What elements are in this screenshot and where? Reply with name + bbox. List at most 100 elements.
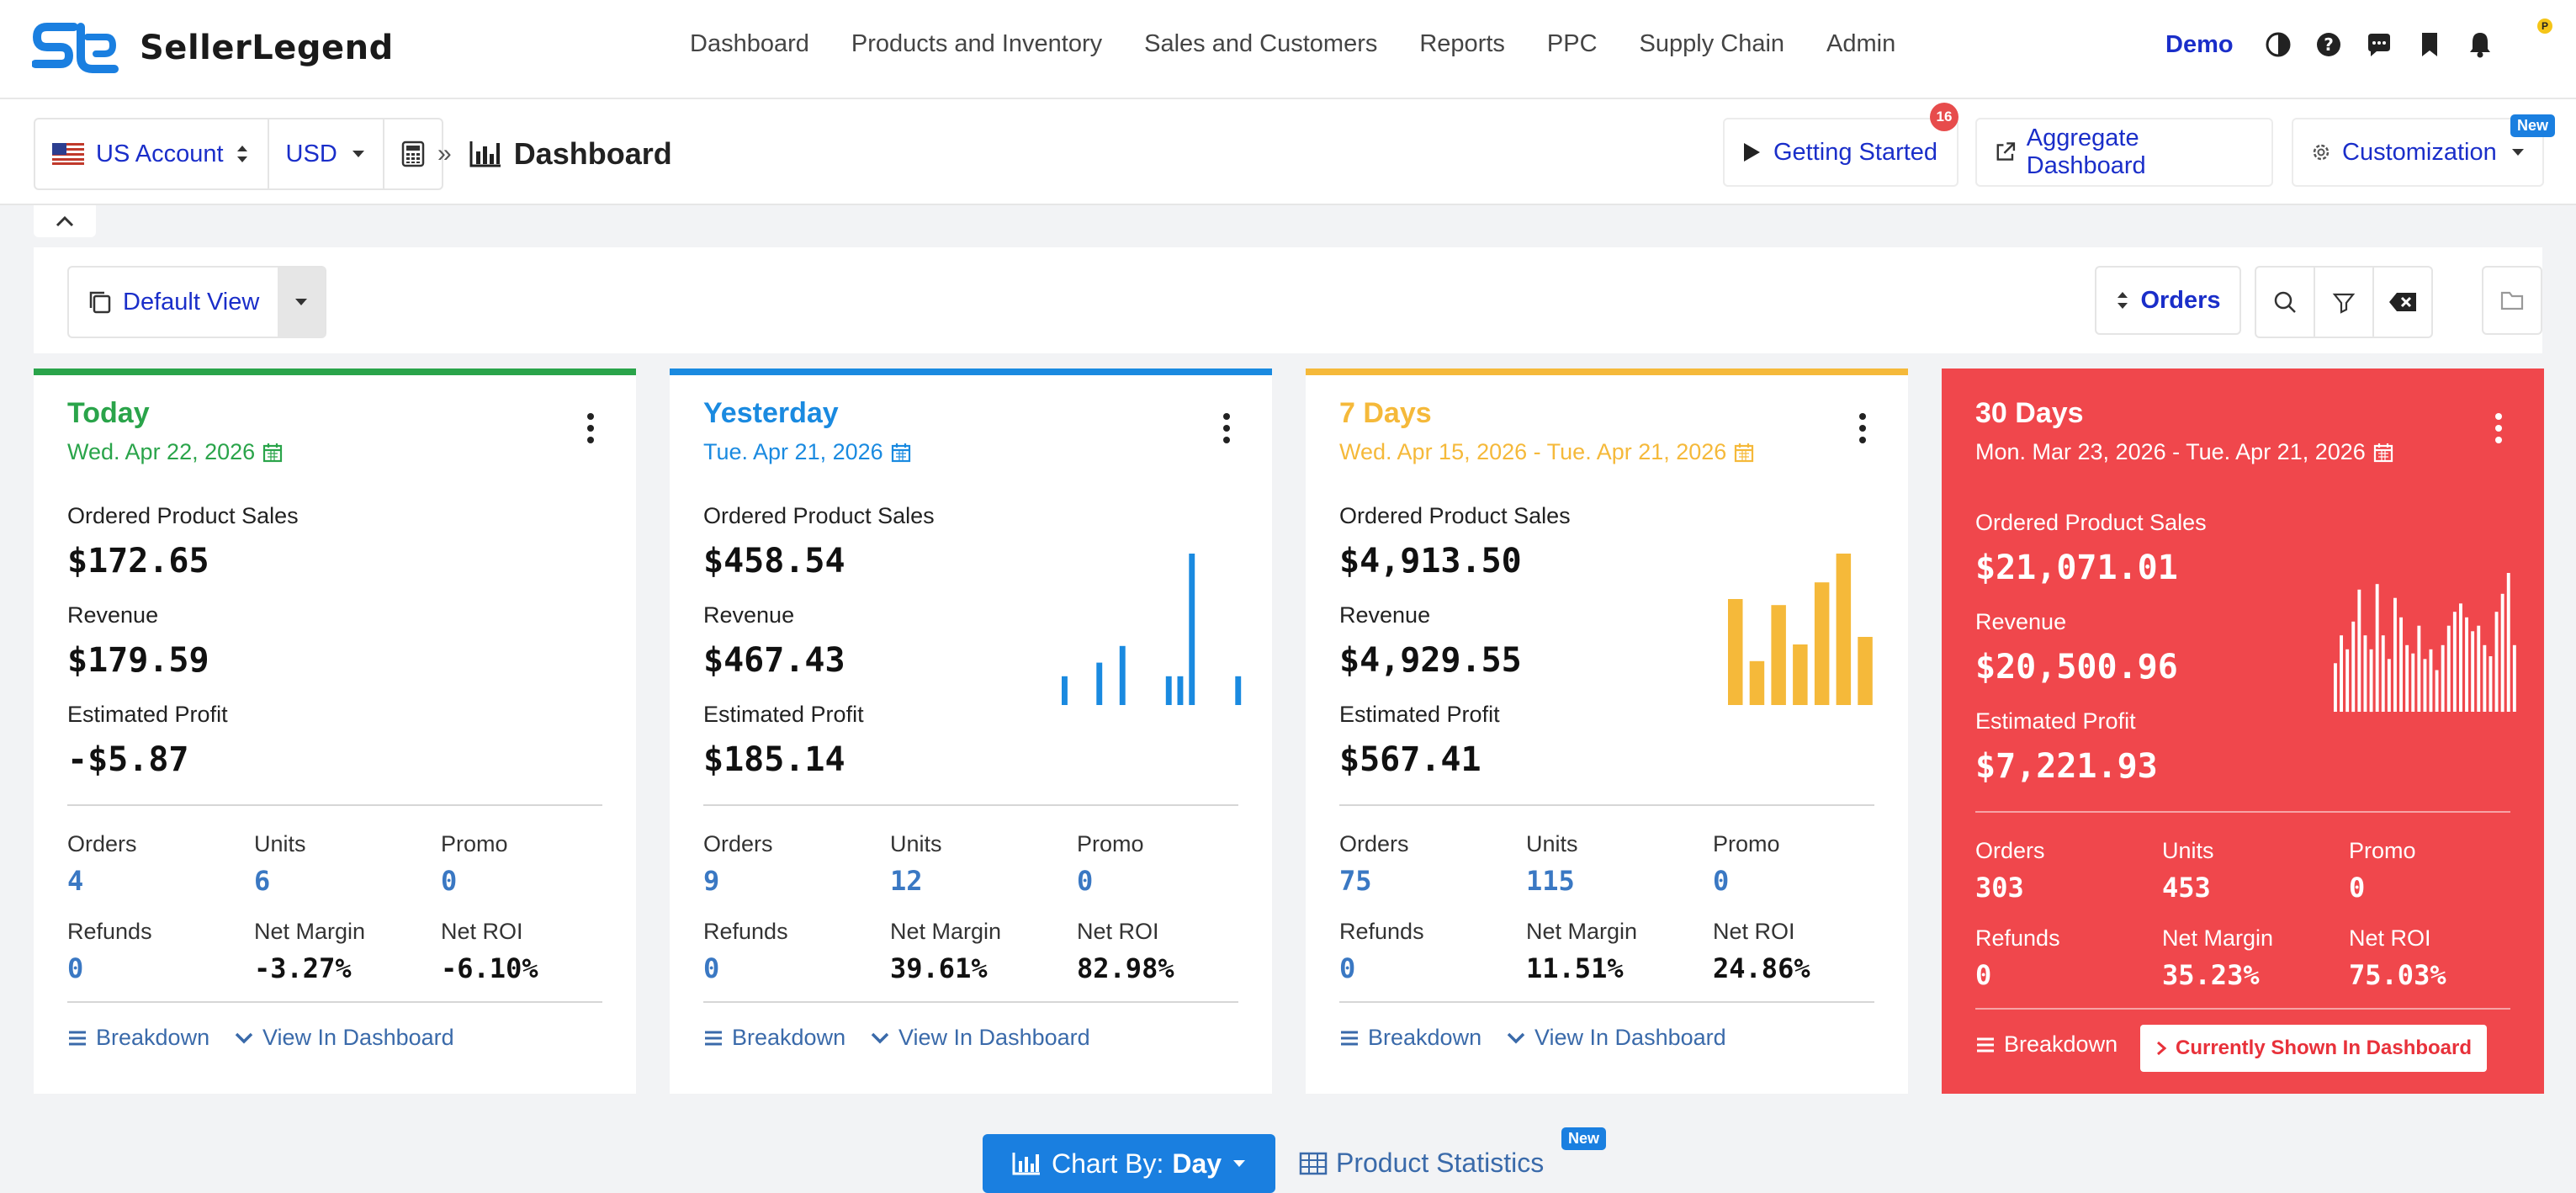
- kebab-menu-icon[interactable]: [1222, 412, 1232, 444]
- view-in-dashboard-link[interactable]: View In Dashboard: [234, 1025, 454, 1051]
- net-roi-stat-value: -6.10%: [441, 952, 538, 984]
- play-icon: [1744, 143, 1760, 162]
- theme-toggle-icon[interactable]: [2264, 30, 2292, 59]
- caret-down-icon: [1233, 1160, 1246, 1167]
- folder-button[interactable]: [2482, 266, 2542, 335]
- orders-label: Orders: [2140, 286, 2221, 314]
- refunds-stat-label: Refunds: [703, 919, 788, 944]
- sellerlegend-logo-icon: [32, 23, 119, 73]
- card-divider: [67, 804, 602, 806]
- breakdown-label: Breakdown: [96, 1025, 210, 1050]
- search-button[interactable]: [2256, 268, 2315, 337]
- view-selector[interactable]: Default View: [67, 266, 327, 338]
- view-in-dashboard-link[interactable]: View In Dashboard: [870, 1025, 1090, 1051]
- caret-down-icon: [352, 151, 364, 157]
- nav-item-reports[interactable]: Reports: [1419, 30, 1505, 57]
- sparkline-bar: [2483, 644, 2487, 712]
- aggregate-dashboard-button[interactable]: Aggregate Dashboard: [1975, 118, 2273, 187]
- refunds-stat-value: 0: [703, 952, 720, 984]
- chat-icon[interactable]: [2365, 30, 2393, 59]
- help-icon[interactable]: ?: [2314, 30, 2343, 59]
- user-menu[interactable]: Demo: [2165, 30, 2234, 58]
- units-stat-value: 115: [1526, 865, 1575, 897]
- kebab-menu-icon[interactable]: [586, 412, 596, 444]
- sparkline-bar: [1858, 637, 1873, 705]
- units-stat-label: Units: [2162, 838, 2214, 863]
- net-margin-stat-value: 39.61%: [890, 952, 988, 984]
- account-select[interactable]: US Account: [35, 119, 269, 188]
- filter-button[interactable]: [2315, 268, 2374, 337]
- card-date-range[interactable]: Mon. Mar 23, 2026 - Tue. Apr 21, 2026: [1975, 439, 2394, 465]
- brand-logo[interactable]: SellerLegend: [32, 20, 394, 76]
- bell-icon[interactable]: [2466, 30, 2494, 59]
- customization-button[interactable]: Customization New: [2292, 114, 2556, 187]
- nav-item-sales-customers[interactable]: Sales and Customers: [1144, 30, 1378, 57]
- chevron-up-icon: [56, 215, 74, 227]
- net-margin-stat-label: Net Margin: [254, 919, 366, 944]
- ordered-sales-label: Ordered Product Sales: [67, 503, 299, 528]
- calculator-button[interactable]: [384, 119, 442, 188]
- net-roi-stat-label: Net ROI: [1713, 919, 1795, 944]
- card-date-range[interactable]: Wed. Apr 15, 2026 - Tue. Apr 21, 2026: [1339, 439, 1755, 465]
- account-selector-group: US Account USD: [34, 118, 443, 190]
- sparkline-bar: [2423, 659, 2427, 712]
- chart-by-button[interactable]: Chart By: Day: [983, 1134, 1275, 1193]
- units-stat-label: Units: [254, 831, 306, 856]
- card-date-range[interactable]: Tue. Apr 21, 2026: [703, 439, 912, 465]
- getting-started-button[interactable]: Getting Started 16: [1723, 103, 1959, 187]
- nav-item-supply-chain[interactable]: Supply Chain: [1639, 30, 1785, 57]
- chevron-down-icon: [235, 1032, 253, 1043]
- clear-filter-button[interactable]: [2374, 268, 2431, 337]
- ordered-sales-value: $4,913.50: [1339, 542, 1522, 581]
- card-divider: [1339, 804, 1874, 806]
- breakdown-link[interactable]: Breakdown: [1339, 1025, 1481, 1051]
- sparkline-bar: [1062, 676, 1068, 705]
- nav-item-dashboard[interactable]: Dashboard: [690, 30, 809, 57]
- summary-card: 7 Days Wed. Apr 15, 2026 - Tue. Apr 21, 2…: [1306, 369, 1908, 1094]
- customization-new-badge: New: [2510, 114, 2556, 137]
- sparkline-bar: [2500, 593, 2504, 713]
- revenue-value: $179.59: [67, 641, 209, 680]
- sparkline-bar: [2435, 670, 2439, 712]
- sparkline-bar: [2506, 573, 2510, 712]
- sparkline-bar: [2494, 612, 2499, 712]
- sort-caret-icon: [236, 146, 247, 162]
- chart-by-label: Chart By:: [1051, 1148, 1164, 1179]
- breakdown-link[interactable]: Breakdown: [1975, 1031, 2118, 1058]
- nav-item-products-inventory[interactable]: Products and Inventory: [851, 30, 1103, 57]
- currently-shown-button[interactable]: Currently Shown In Dashboard: [2140, 1025, 2487, 1072]
- sparkline-bar: [1189, 554, 1195, 705]
- view-in-dashboard-link[interactable]: View In Dashboard: [1506, 1025, 1726, 1051]
- sort-orders-button[interactable]: Orders: [2095, 266, 2241, 335]
- nav-item-ppc[interactable]: PPC: [1546, 30, 1598, 57]
- sparkline-bar: [2441, 644, 2445, 712]
- kebab-menu-icon[interactable]: [2494, 412, 2504, 444]
- orders-stat-label: Orders: [703, 831, 773, 856]
- sparkline-bar: [2405, 644, 2409, 712]
- view-toolbar: Default View Orders: [34, 247, 2542, 353]
- table-icon: [1299, 1152, 1328, 1174]
- net-roi-stat-label: Net ROI: [1077, 919, 1159, 944]
- ordered-sales-value: $172.65: [67, 542, 209, 581]
- sparkline-bar: [2393, 597, 2397, 712]
- currency-select[interactable]: USD: [269, 119, 384, 188]
- promo-stat-label: Promo: [441, 831, 508, 856]
- nav-item-admin[interactable]: Admin: [1826, 30, 1896, 57]
- breakdown-link[interactable]: Breakdown: [67, 1025, 209, 1051]
- page-title: Dashboard: [513, 136, 672, 171]
- bookmark-icon[interactable]: [2415, 30, 2444, 59]
- product-statistics-tab[interactable]: Product Statistics New: [1299, 1127, 1607, 1179]
- kebab-menu-icon[interactable]: [1858, 412, 1868, 444]
- collapse-toggle[interactable]: [34, 205, 96, 237]
- chevron-down-icon: [871, 1032, 889, 1043]
- refunds-stat-value: 0: [1975, 959, 1992, 991]
- revenue-label: Revenue: [1975, 609, 2067, 634]
- sparkline-bar: [2465, 617, 2468, 712]
- caret-down-icon: [2511, 149, 2524, 156]
- breakdown-link[interactable]: Breakdown: [703, 1025, 845, 1051]
- sparkline-bar: [2512, 644, 2516, 712]
- default-view-button[interactable]: Default View: [69, 268, 278, 337]
- sparkline-bar: [2452, 612, 2457, 712]
- card-date-range[interactable]: Wed. Apr 22, 2026: [67, 439, 284, 465]
- view-dropdown-toggle[interactable]: [278, 268, 326, 337]
